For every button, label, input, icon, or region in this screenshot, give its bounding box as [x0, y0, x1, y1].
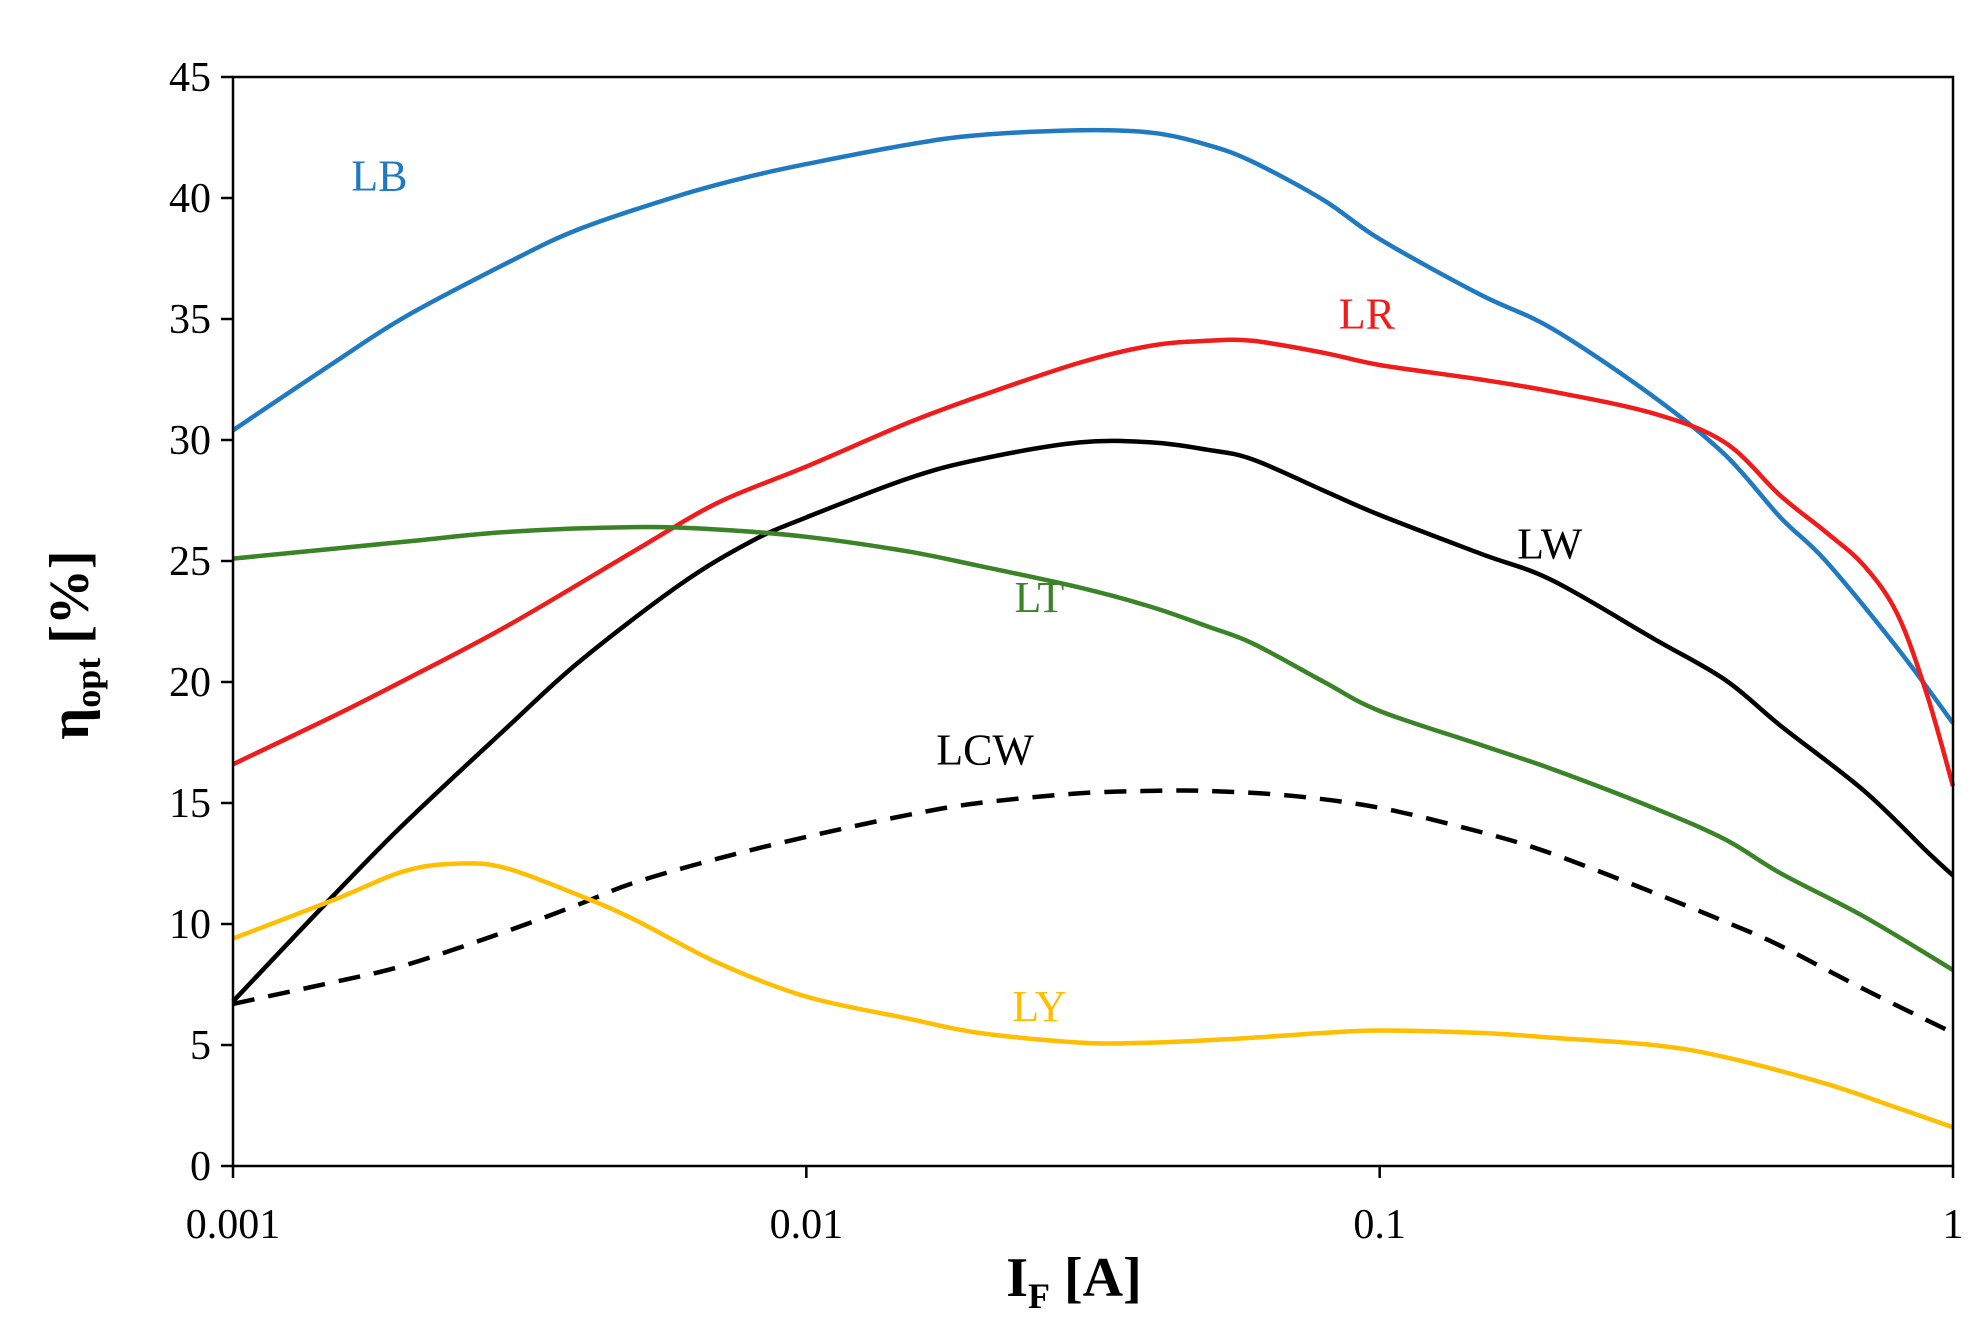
plot-frame [231, 75, 1955, 1168]
series-line-lb [231, 127, 1955, 725]
x-axis-title-subscript: F [1028, 1276, 1050, 1316]
y-tick-label: 35 [169, 297, 211, 343]
y-tick-label: 45 [169, 55, 211, 101]
y-tick-label: 40 [169, 176, 211, 222]
series-label-lt: LT [1015, 573, 1065, 622]
y-tick-label: 30 [169, 418, 211, 464]
axes: 0 5 10 15 20 25 30 35 40 45 0.001 0.01 0.1 1 [169, 55, 1964, 1248]
series-line-lr [232, 337, 1956, 787]
x-tick-label: 0.001 [186, 1202, 281, 1248]
series-line-lw [231, 438, 1955, 1003]
series-line-ly [232, 861, 1954, 1130]
series-label-lcw: LCW [936, 725, 1034, 774]
y-tick-label: 20 [169, 660, 211, 706]
y-axis-title-subscript: opt [68, 658, 108, 708]
x-tick-label: 0.1 [1353, 1202, 1406, 1248]
x-axis-title-main: I [1006, 1247, 1028, 1309]
plot-area: LB LR LW LT LCW LY [231, 127, 1956, 1130]
x-axis-title: IF [A] [1006, 1247, 1142, 1316]
x-tick-label: 0.01 [770, 1202, 844, 1248]
series-label-lw: LW [1517, 520, 1583, 569]
x-axis-title-unit: [A] [1050, 1247, 1142, 1309]
y-tick-label: 15 [169, 781, 211, 827]
series-line-lcw [232, 788, 1954, 1035]
x-tick-label: 1 [1943, 1202, 1964, 1248]
series-label-lr: LR [1339, 290, 1396, 339]
series-line-lt [232, 524, 1955, 972]
y-axis-title: ηopt [%] [39, 550, 108, 739]
series-label-ly: LY [1012, 982, 1066, 1031]
y-tick-label: 10 [169, 902, 211, 948]
y-tick-label: 0 [190, 1144, 211, 1190]
y-axis-title-unit: [%] [39, 550, 101, 657]
y-tick-label: 5 [190, 1023, 211, 1069]
series-label-lb: LB [351, 152, 407, 201]
y-axis-title-main: η [39, 708, 101, 740]
y-tick-label: 25 [169, 539, 211, 585]
